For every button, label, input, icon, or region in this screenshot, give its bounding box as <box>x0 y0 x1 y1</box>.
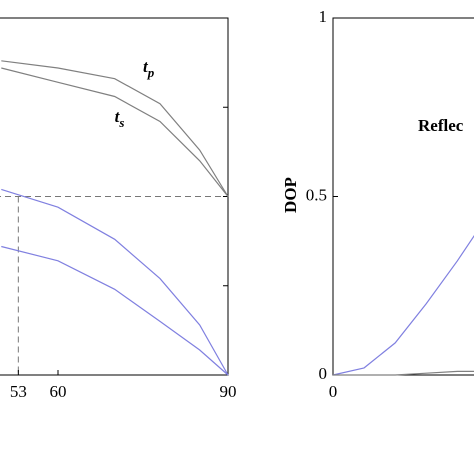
y-axis-label: DOP <box>281 177 300 213</box>
data-line <box>332 234 474 376</box>
y-tick-label: 1 <box>319 7 328 26</box>
x-tick-label: 60 <box>50 382 67 401</box>
data-line <box>1 67 229 197</box>
y-tick-label: 0.5 <box>306 185 327 204</box>
annotation-subscript: s <box>118 115 124 130</box>
x-tick-label: 90 <box>220 382 237 401</box>
plot-frame <box>332 17 474 376</box>
data-line <box>333 370 474 376</box>
data-line <box>1 245 229 376</box>
annotation: tp <box>143 57 155 80</box>
annotation-subscript: p <box>147 65 155 80</box>
plot-frame <box>0 17 229 376</box>
annotation: ts <box>115 107 125 130</box>
x-tick-label: 53 <box>10 382 27 401</box>
data-line <box>1 60 229 197</box>
data-line <box>1 188 229 376</box>
annotation: Reflec <box>418 116 464 135</box>
y-tick-label: 0 <box>319 364 328 383</box>
x-tick-label: 0 <box>329 382 338 401</box>
